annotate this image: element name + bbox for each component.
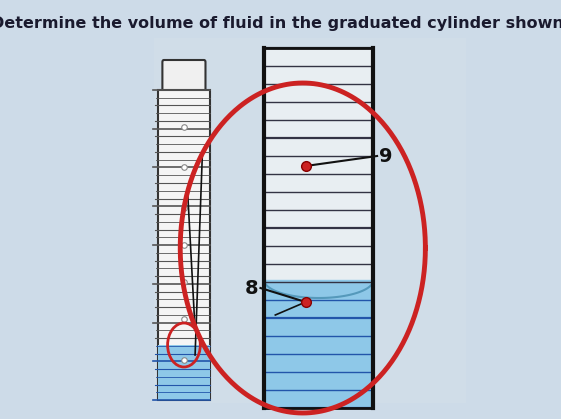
Bar xyxy=(264,48,374,408)
FancyBboxPatch shape xyxy=(162,60,205,92)
Text: Determine the volume of fluid in the graduated cylinder shown.: Determine the volume of fluid in the gra… xyxy=(0,16,561,31)
Bar xyxy=(264,280,374,408)
Bar xyxy=(158,90,210,400)
Bar xyxy=(154,38,466,403)
Text: 9: 9 xyxy=(379,147,393,166)
Bar xyxy=(158,345,210,400)
Text: 8: 8 xyxy=(245,279,258,297)
